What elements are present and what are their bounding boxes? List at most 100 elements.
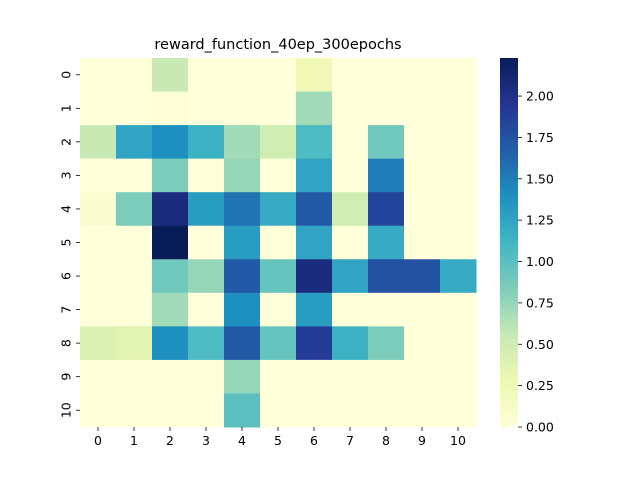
heatmap-cell — [224, 91, 261, 126]
heatmap-cell — [116, 326, 153, 361]
heatmap-cell — [188, 91, 225, 126]
y-tick-label: 2 — [59, 138, 74, 146]
heatmap-cell — [260, 259, 297, 294]
y-tick-label: 8 — [59, 339, 74, 347]
heatmap-cell — [188, 359, 225, 394]
heatmap-cell — [224, 58, 261, 93]
heatmap-cell — [188, 58, 225, 93]
heatmap-cell — [188, 125, 225, 160]
heatmap-cell — [332, 58, 369, 93]
heatmap-cell — [332, 359, 369, 394]
heatmap-cell — [404, 58, 441, 93]
x-tick-label: 5 — [274, 433, 282, 448]
heatmap-cell — [296, 192, 333, 227]
heatmap-cell — [404, 393, 441, 428]
heatmap-cell — [296, 292, 333, 327]
heatmap-cell — [116, 393, 153, 428]
heatmap-cell — [188, 225, 225, 260]
heatmap-cell — [116, 259, 153, 294]
chart-title: reward_function_40ep_300epochs — [154, 37, 401, 53]
heatmap-cell — [296, 58, 333, 93]
heatmap-cell — [224, 225, 261, 260]
y-tick-label: 1 — [59, 104, 74, 112]
x-tick-label: 8 — [382, 433, 390, 448]
heatmap-cell — [332, 225, 369, 260]
heatmap-cell — [368, 91, 405, 126]
heatmap-cell — [440, 225, 477, 260]
heatmap-cell — [188, 158, 225, 193]
heatmap-cell — [152, 359, 189, 394]
heatmap-cell — [332, 326, 369, 361]
heatmap-cell — [368, 292, 405, 327]
heatmap-cell — [368, 393, 405, 428]
colorbar-tick-label: 0.75 — [526, 295, 554, 310]
heatmap-cell — [80, 393, 117, 428]
heatmap-cell — [404, 259, 441, 294]
heatmap-cell — [224, 292, 261, 327]
heatmap-cell — [152, 125, 189, 160]
heatmap-cell — [116, 192, 153, 227]
heatmap-cell — [260, 359, 297, 394]
heatmap-cell — [152, 58, 189, 93]
heatmap-cell — [80, 91, 117, 126]
heatmap-cell — [332, 158, 369, 193]
heatmap-cell — [368, 192, 405, 227]
colorbar-tick-label: 0.50 — [526, 337, 554, 352]
x-axis-ticks: 0 1 2 3 4 5 6 7 8 9 10 — [94, 427, 466, 448]
x-tick-label: 6 — [310, 433, 318, 448]
heatmap-cell — [440, 58, 477, 93]
heatmap-cell — [404, 125, 441, 160]
heatmap-cell — [260, 326, 297, 361]
y-tick-label: 0 — [59, 71, 74, 79]
heatmap-cell — [80, 158, 117, 193]
heatmap-cell — [116, 158, 153, 193]
heatmap-cell — [368, 359, 405, 394]
heatmap-cell — [116, 225, 153, 260]
heatmap-cell — [368, 259, 405, 294]
heatmap-cell — [296, 393, 333, 428]
heatmap-cell — [260, 158, 297, 193]
heatmap-cell — [404, 91, 441, 126]
heatmap-cell — [188, 292, 225, 327]
heatmap-cell — [224, 326, 261, 361]
heatmap-cell — [224, 192, 261, 227]
y-tick-label: 5 — [59, 239, 74, 247]
heatmap-cell — [440, 393, 477, 428]
heatmap-cell — [80, 359, 117, 394]
y-axis-ticks: 0 1 2 3 4 5 6 7 8 9 10 — [59, 71, 80, 418]
heatmap-cell — [332, 91, 369, 126]
heatmap-cell — [296, 125, 333, 160]
colorbar-tick-label: 1.00 — [526, 254, 554, 269]
heatmap-cell — [260, 91, 297, 126]
colorbar-tick-label: 1.75 — [526, 130, 554, 145]
heatmap-cell — [188, 326, 225, 361]
colorbar-tick-label: 1.50 — [526, 171, 554, 186]
heatmap-cell — [440, 192, 477, 227]
y-tick-label: 9 — [59, 373, 74, 381]
heatmap-cell — [80, 192, 117, 227]
colorbar-ticks: 0.00 0.25 0.50 0.75 1.00 1.25 1.50 1.75 2.00 — [518, 89, 554, 435]
heatmap-cell — [224, 125, 261, 160]
heatmap-cell — [440, 292, 477, 327]
x-tick-label: 4 — [238, 433, 246, 448]
heatmap-cell — [152, 192, 189, 227]
heatmap-cell — [80, 259, 117, 294]
x-tick-label: 2 — [166, 433, 174, 448]
heatmap-cell — [80, 225, 117, 260]
heatmap-cell — [296, 225, 333, 260]
heatmap-cell — [152, 259, 189, 294]
heatmap-cell — [152, 158, 189, 193]
heatmap-cell — [188, 192, 225, 227]
y-tick-label: 10 — [59, 402, 74, 418]
heatmap-cell — [80, 292, 117, 327]
heatmap-cell — [152, 393, 189, 428]
x-tick-label: 3 — [202, 433, 210, 448]
x-tick-label: 0 — [94, 433, 102, 448]
heatmap-cell — [296, 359, 333, 394]
y-tick-label: 6 — [59, 272, 74, 280]
heatmap-cell — [404, 158, 441, 193]
heatmap-cell — [368, 326, 405, 361]
heatmap-cell — [188, 393, 225, 428]
heatmap-cell — [368, 225, 405, 260]
